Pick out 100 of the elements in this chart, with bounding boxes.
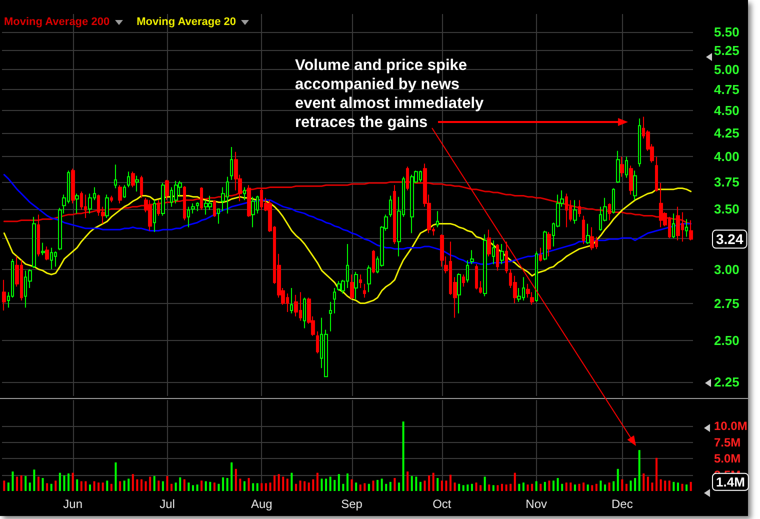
bar <box>505 484 508 491</box>
text: 3.24 <box>716 231 744 248</box>
candlestick <box>45 246 49 261</box>
candlestick <box>483 234 487 297</box>
bar <box>76 479 78 491</box>
bar <box>380 478 383 491</box>
candlestick <box>638 118 641 168</box>
text: Moving Average 20 <box>136 15 236 29</box>
candlestick <box>243 186 246 201</box>
bar <box>274 475 276 491</box>
bar <box>522 482 524 491</box>
bar <box>604 484 606 491</box>
bar <box>153 476 156 491</box>
candlestick <box>629 165 633 196</box>
bar <box>16 476 18 491</box>
y-tick-label: 5.00 <box>714 62 740 77</box>
candlestick <box>535 250 538 302</box>
x-tick-label: Aug <box>250 497 272 511</box>
bar <box>621 479 624 491</box>
bar <box>334 480 336 491</box>
candlestick <box>316 330 319 354</box>
bar <box>320 478 323 491</box>
candlestick <box>565 193 568 228</box>
y-tick-label: 7.5M <box>714 435 741 450</box>
candlestick <box>659 182 663 228</box>
bar <box>123 480 126 491</box>
bar <box>312 479 314 491</box>
candlestick <box>578 200 581 218</box>
bar <box>84 481 87 491</box>
x-tick-label: Nov <box>526 497 548 511</box>
bar <box>54 480 57 491</box>
candlestick <box>153 200 156 232</box>
candlestick <box>140 175 143 198</box>
bar <box>140 479 142 491</box>
candlestick <box>487 229 491 257</box>
candlestick <box>612 188 615 214</box>
bar <box>364 483 366 491</box>
candlestick <box>367 264 371 293</box>
candlestick <box>672 212 675 238</box>
candlestick <box>183 186 186 221</box>
candlestick <box>204 200 208 216</box>
candlestick <box>616 150 620 184</box>
candlestick <box>372 250 375 274</box>
candlestick <box>406 166 409 191</box>
y-tick-label: 10.0M <box>714 419 748 433</box>
bar <box>608 482 610 491</box>
bar <box>68 473 70 491</box>
bar <box>243 481 246 491</box>
bar <box>239 478 242 491</box>
y-tick-label: 5.50 <box>714 24 740 40</box>
candlestick <box>303 297 306 329</box>
y-tick-label: 4.75 <box>714 82 740 97</box>
bar <box>256 483 258 491</box>
candlestick <box>157 200 160 216</box>
bar <box>368 484 370 491</box>
candlestick <box>123 184 126 198</box>
bar <box>248 478 250 491</box>
bar <box>376 480 379 491</box>
candlestick <box>191 202 195 214</box>
bar <box>188 482 190 491</box>
bar <box>316 472 318 491</box>
bar <box>72 472 74 491</box>
bar <box>260 483 263 491</box>
y-tick-label: 3.50 <box>714 201 740 216</box>
bar <box>660 479 662 491</box>
candlestick <box>196 202 199 212</box>
bar <box>428 475 430 491</box>
bar <box>213 482 216 491</box>
candlestick <box>470 250 474 265</box>
bar <box>179 477 182 491</box>
bar <box>170 484 173 491</box>
bar <box>574 484 576 491</box>
candlestick <box>200 186 203 211</box>
x-tick-label: Dec <box>612 497 633 511</box>
bar <box>385 484 388 491</box>
bar <box>174 482 177 491</box>
candlestick <box>505 241 508 274</box>
bar <box>470 484 473 491</box>
bar <box>510 484 512 491</box>
bar <box>218 484 220 491</box>
bar <box>110 484 112 491</box>
bar <box>114 462 117 491</box>
bar <box>406 472 409 491</box>
bar <box>419 482 422 491</box>
candlestick <box>208 195 212 211</box>
y-tick-label: 4.00 <box>714 149 740 164</box>
candlestick <box>127 171 130 188</box>
bar <box>454 482 456 491</box>
candlestick <box>393 184 396 245</box>
bar <box>436 478 439 491</box>
bar <box>432 472 434 491</box>
candlestick <box>217 208 220 224</box>
candlestick <box>105 194 109 218</box>
bar <box>681 484 684 491</box>
bar <box>106 480 108 491</box>
bar <box>582 482 585 491</box>
bar <box>440 480 443 491</box>
bar <box>415 476 418 491</box>
bar <box>282 476 284 491</box>
candlestick <box>436 210 439 228</box>
